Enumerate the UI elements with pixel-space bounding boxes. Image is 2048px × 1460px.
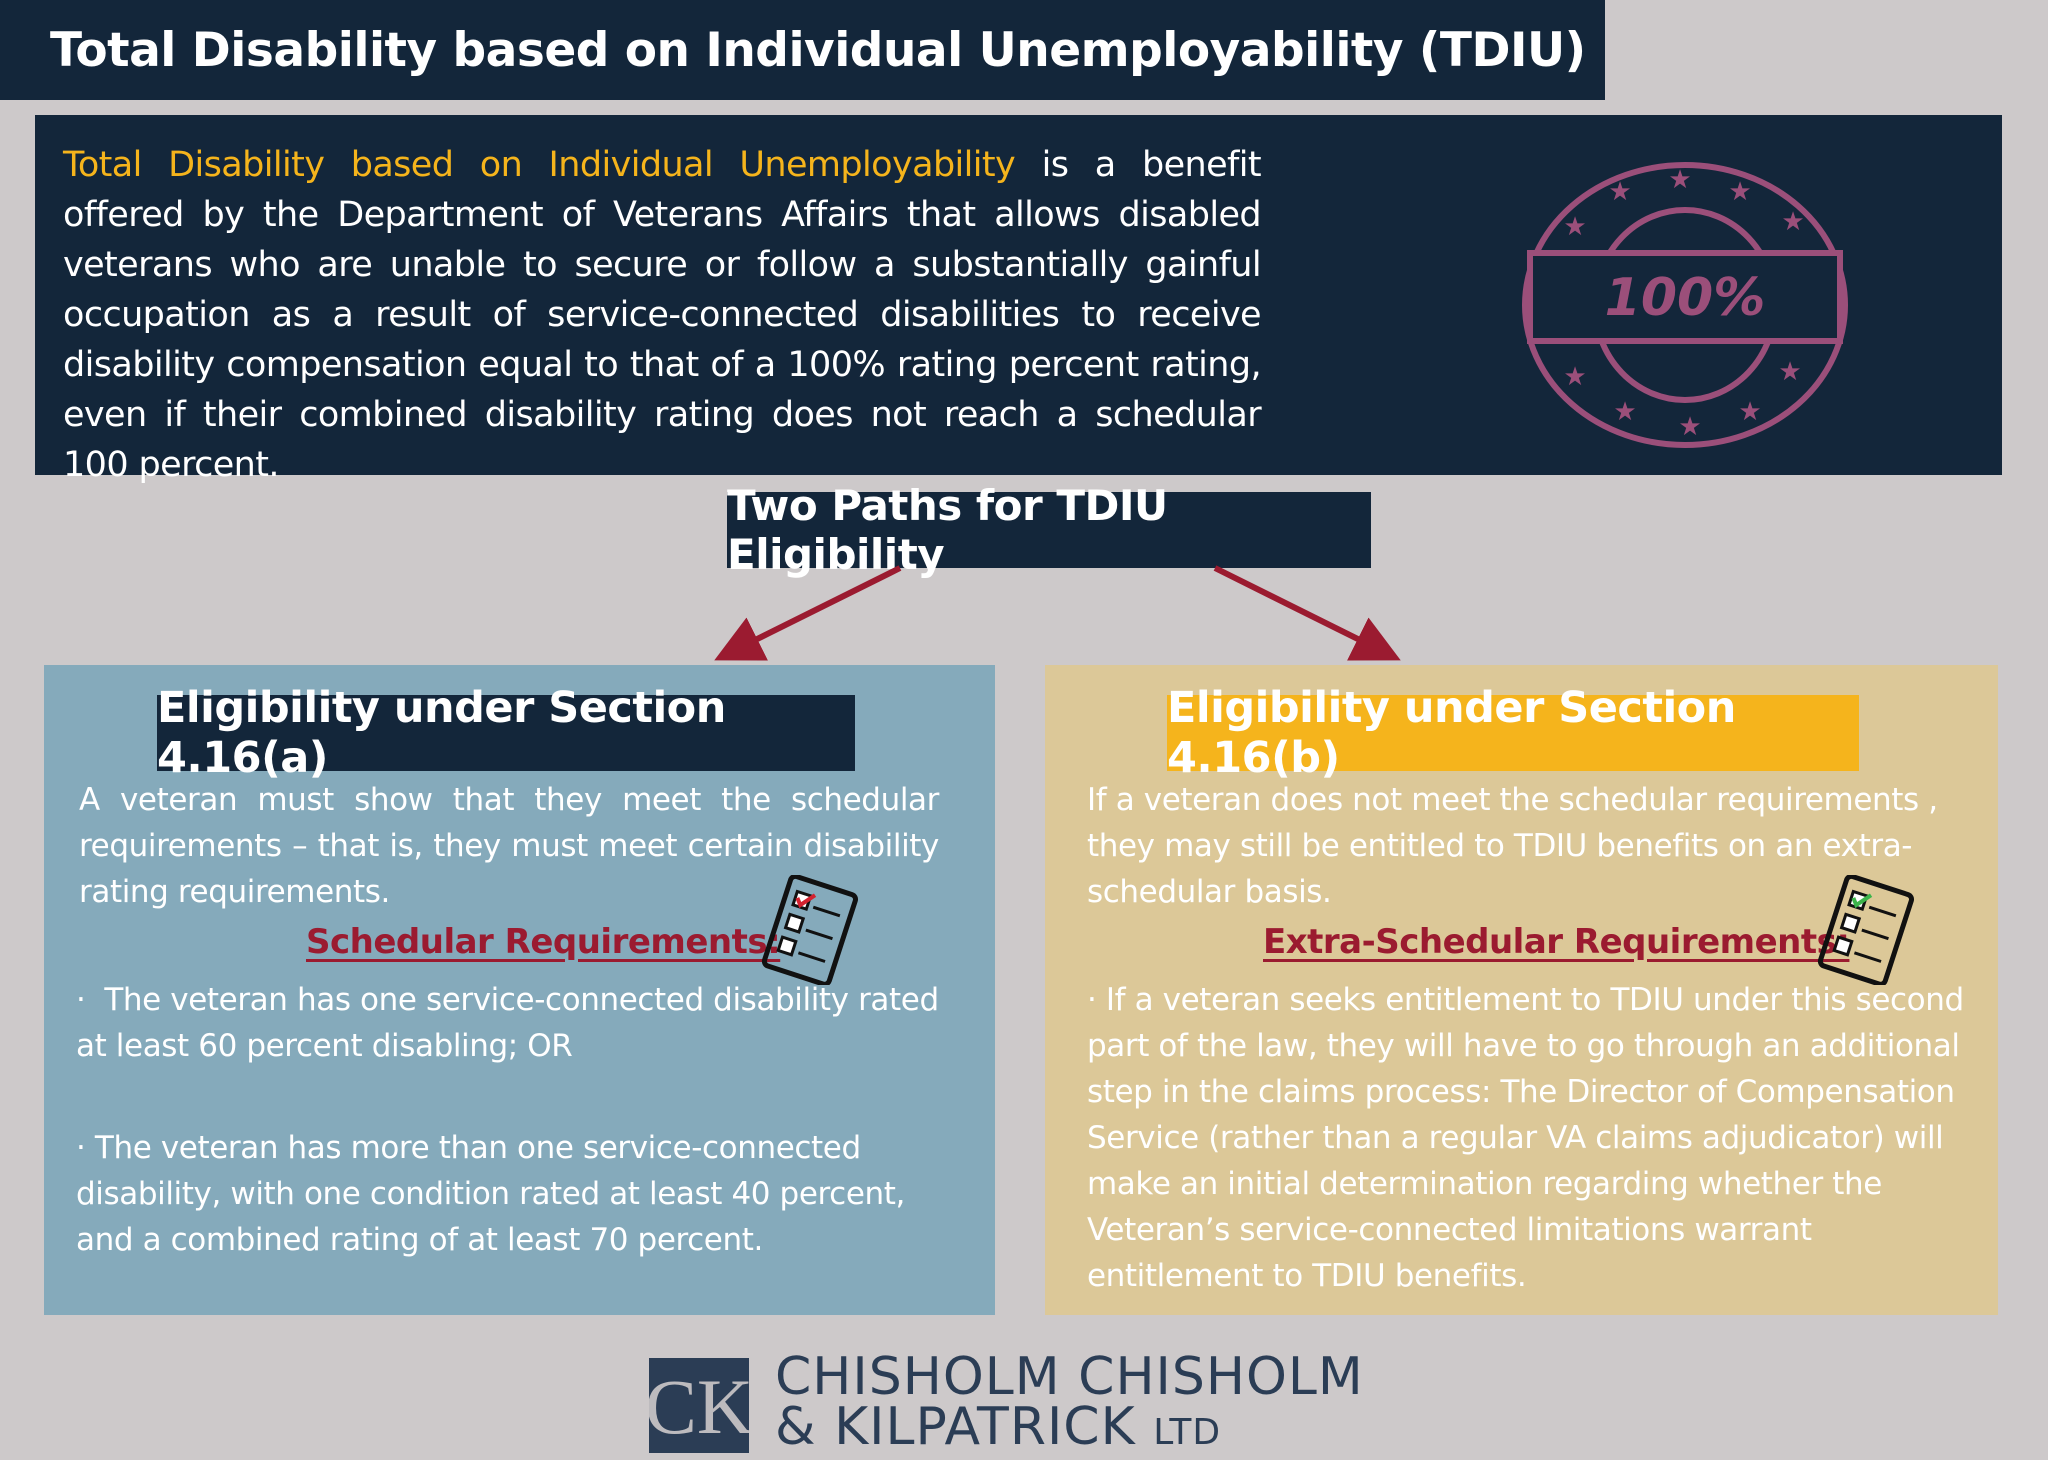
schedular-requirements-title: Schedular Requirements: (306, 922, 781, 962)
section-4-16a-intro: A veteran must show that they meet the s… (79, 782, 939, 910)
checklist-icon (761, 875, 859, 985)
100-percent-stamp-icon: ★ ★ ★ ★ ★ ★ ★ ★ ★ ★ 100% (1522, 162, 1848, 448)
checklist-icon (1817, 875, 1915, 985)
bullet-text: The veteran has one service-connected di… (76, 982, 939, 1064)
svg-text:★: ★ (1668, 165, 1691, 195)
company-suffix: LTD (1153, 1412, 1222, 1453)
company-name: CHISHOLM CHISHOLM & KILPATRICK LTD (775, 1347, 1364, 1458)
svg-text:★: ★ (1563, 362, 1586, 392)
stamp-text: 100% (1605, 268, 1766, 328)
description-highlight: Total Disability based on Individual Une… (63, 145, 1016, 185)
description-body: is a benefit offered by the Department o… (63, 145, 1262, 485)
left-arrow-icon (714, 565, 902, 661)
section-4-16b-heading: Eligibility under Section 4.16(b) (1167, 683, 1859, 783)
section-4-16a-panel: Eligibility under Section 4.16(a) A vete… (44, 665, 995, 1315)
company-name-line2: & KILPATRICK (775, 1397, 1136, 1457)
svg-text:★: ★ (1678, 412, 1701, 442)
arrows (714, 565, 1401, 661)
svg-text:★: ★ (1613, 397, 1636, 427)
paths-heading: Two Paths for TDIU Eligibility (727, 481, 1371, 579)
section-4-16a-heading: Eligibility under Section 4.16(a) (157, 683, 855, 783)
svg-text:★: ★ (1781, 207, 1804, 237)
right-arrow-icon (1213, 565, 1401, 661)
description-box: Total Disability based on Individual Une… (35, 115, 2002, 485)
description-text: Total Disability based on Individual Une… (63, 140, 1262, 490)
svg-text:★: ★ (1728, 177, 1751, 207)
extra-schedular-bullet: · If a veteran seeks entitlement to TDIU… (1087, 982, 1964, 1294)
extra-schedular-requirements-title: Extra-Schedular Requirements: (1263, 922, 1850, 962)
bullet-text: The veteran has more than one service-co… (76, 1130, 905, 1258)
company-logo: CK CHISHOLM CHISHOLM & KILPATRICK LTD (649, 1347, 1364, 1458)
bullet-text: If a veteran seeks entitlement to TDIU u… (1087, 982, 1964, 1294)
company-name-line1: CHISHOLM CHISHOLM (775, 1347, 1364, 1407)
section-4-16b-panel: Eligibility under Section 4.16(b) If a v… (1045, 665, 1998, 1315)
svg-text:CK: CK (649, 1363, 749, 1450)
cck-logo-mark-icon: CK (649, 1357, 749, 1453)
page-title: Total Disability based on Individual Une… (50, 22, 1586, 78)
svg-text:★: ★ (1738, 397, 1761, 427)
svg-text:★: ★ (1608, 177, 1631, 207)
schedular-bullet: · The veteran has one service-connected … (76, 982, 939, 1064)
title-bar: Total Disability based on Individual Une… (0, 0, 1605, 100)
schedular-bullet: · The veteran has more than one service-… (76, 1130, 905, 1258)
svg-text:★: ★ (1778, 357, 1801, 387)
svg-text:★: ★ (1563, 212, 1586, 242)
section-4-16b-intro: If a veteran does not meet the schedular… (1087, 782, 1938, 910)
